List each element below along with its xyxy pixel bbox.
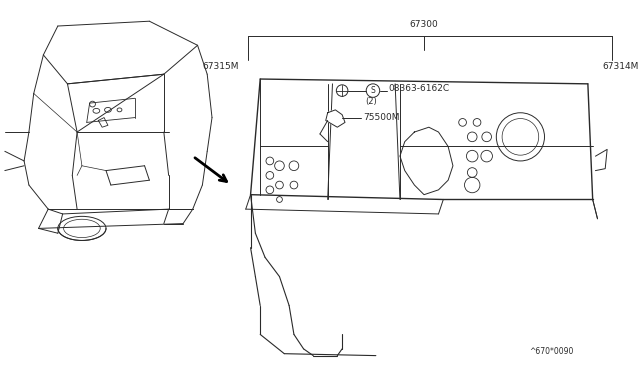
Polygon shape	[596, 150, 607, 171]
Text: S: S	[371, 86, 375, 95]
Polygon shape	[326, 110, 345, 127]
Text: 67315M: 67315M	[202, 62, 239, 71]
Text: 67314M: 67314M	[602, 62, 639, 71]
Text: 08363-6162C: 08363-6162C	[388, 84, 449, 93]
Text: (2): (2)	[365, 97, 377, 106]
Text: 67300: 67300	[410, 20, 438, 29]
Text: ^670*0090: ^670*0090	[529, 347, 573, 356]
Text: 75500M: 75500M	[364, 113, 400, 122]
